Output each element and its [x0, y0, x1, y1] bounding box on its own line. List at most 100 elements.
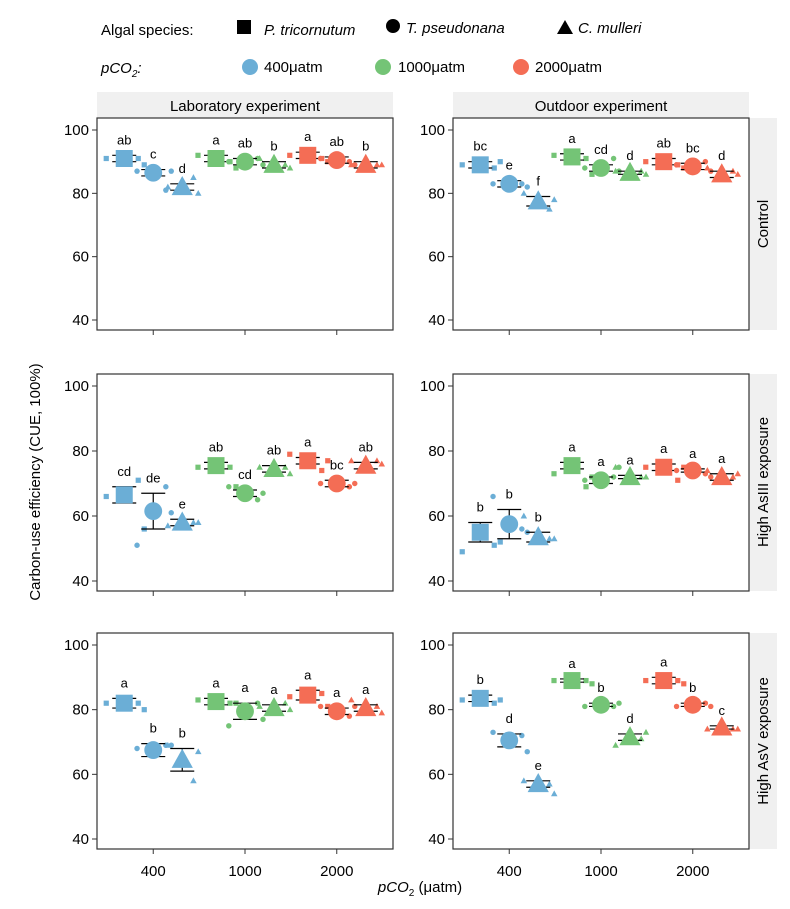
significance-letter: d — [626, 711, 633, 726]
replicate-point — [681, 165, 687, 171]
replicate-point — [497, 159, 503, 165]
replicate-point — [582, 703, 588, 710]
replicate-point — [281, 463, 289, 470]
significance-letter: a — [304, 129, 312, 144]
circle-icon — [386, 19, 400, 33]
replicate-point — [673, 467, 680, 474]
replicate-point — [612, 741, 619, 748]
significance-letter: ab — [657, 136, 671, 151]
replicate-point — [708, 703, 714, 710]
replicate-point — [103, 155, 109, 162]
strip-laboratory-label: Laboratory experiment — [170, 98, 321, 115]
mean-point — [327, 702, 346, 721]
replicate-point — [135, 700, 141, 706]
strip-asv-label: High AsV exposure — [755, 677, 772, 805]
replicate-point — [233, 165, 239, 171]
replicate-point — [637, 473, 645, 480]
significance-letter: a — [333, 685, 341, 700]
y-tick-label: 40 — [72, 573, 89, 590]
legend-pco2-label: pCO2: — [100, 60, 142, 80]
significance-letter: a — [568, 439, 576, 454]
replicate-point — [373, 161, 381, 168]
replicate-point — [164, 522, 172, 529]
significance-letter: b — [689, 680, 696, 695]
replicate-point — [520, 189, 528, 196]
significance-letter: de — [146, 470, 160, 485]
significance-letter: ab — [209, 439, 223, 454]
y-tick-label: 60 — [72, 508, 89, 525]
panel-frame — [452, 117, 750, 331]
replicate-point — [227, 464, 233, 470]
mean-point — [207, 150, 225, 167]
replicate-point — [103, 493, 109, 500]
replicate-point — [551, 152, 557, 158]
replicate-point — [643, 464, 649, 470]
replicate-point — [704, 164, 711, 171]
y-tick-label: 60 — [72, 249, 89, 266]
legend-pco2-suffix: : — [137, 60, 141, 77]
legend: Algal species: P. tricornutum T. pseudon… — [100, 19, 642, 80]
replicate-point — [134, 745, 140, 752]
significance-letter: b — [179, 725, 186, 740]
replicate-point — [226, 484, 232, 490]
y-tick-label: 80 — [428, 443, 445, 460]
replicate-point — [194, 519, 202, 525]
significance-letter: a — [241, 680, 249, 695]
replicate-point — [524, 748, 530, 755]
replicate-point — [319, 467, 325, 474]
significance-letter: a — [660, 654, 668, 669]
significance-letter: a — [304, 667, 312, 682]
legend-species-label: Algal species: — [101, 22, 194, 39]
replicate-point — [378, 709, 386, 716]
mean-point — [236, 152, 254, 171]
replicate-point — [675, 677, 681, 684]
mean-point — [563, 148, 581, 166]
replicate-point — [233, 484, 239, 490]
mean-point — [711, 163, 733, 183]
replicate-point — [378, 161, 386, 168]
significance-letter: b — [477, 500, 484, 515]
mean-point — [563, 457, 581, 475]
strip-outdoor — [453, 92, 749, 118]
y-tick-label: 40 — [428, 573, 445, 590]
replicate-point — [497, 697, 503, 703]
replicate-point — [490, 181, 496, 187]
mean-point — [263, 457, 285, 477]
panel-3: 40 60 80 100 b b b a a a a a a — [420, 373, 750, 596]
legend-color-2000-icon — [513, 59, 529, 75]
mean-point — [500, 515, 519, 534]
replicate-point — [190, 519, 197, 525]
replicate-point — [520, 512, 528, 519]
replicate-point — [141, 162, 147, 168]
replicate-point — [325, 458, 331, 464]
significance-letter: cd — [594, 142, 608, 157]
y-tick-label: 100 — [420, 637, 445, 654]
mean-point — [655, 153, 673, 171]
replicate-point — [681, 464, 687, 470]
mean-point — [527, 772, 549, 793]
mean-point — [144, 502, 163, 521]
replicate-point — [643, 677, 649, 684]
legend-pco2-2: 2000μatm — [535, 59, 602, 76]
replicate-point — [281, 161, 289, 168]
replicate-point — [317, 480, 324, 487]
y-tick-label: 100 — [420, 122, 445, 139]
legend-pco2-1: 1000μatm — [398, 59, 465, 76]
replicate-point — [546, 780, 553, 787]
mean-point — [683, 695, 702, 714]
mean-point — [171, 175, 193, 196]
replicate-point — [286, 164, 294, 171]
replicate-point — [254, 497, 261, 503]
y-tick-label: 80 — [428, 702, 445, 719]
mean-point — [592, 159, 610, 177]
replicate-point — [164, 741, 172, 748]
replicate-point — [519, 181, 525, 187]
replicate-point — [226, 158, 232, 165]
y-tick-label: 100 — [64, 378, 89, 395]
strip-outdoor-label: Outdoor experiment — [535, 98, 668, 115]
y-tick-label: 40 — [72, 312, 89, 329]
y-tick-label: 100 — [64, 122, 89, 139]
replicate-point — [319, 690, 325, 697]
mean-point — [592, 695, 610, 714]
mean-point — [207, 457, 225, 475]
